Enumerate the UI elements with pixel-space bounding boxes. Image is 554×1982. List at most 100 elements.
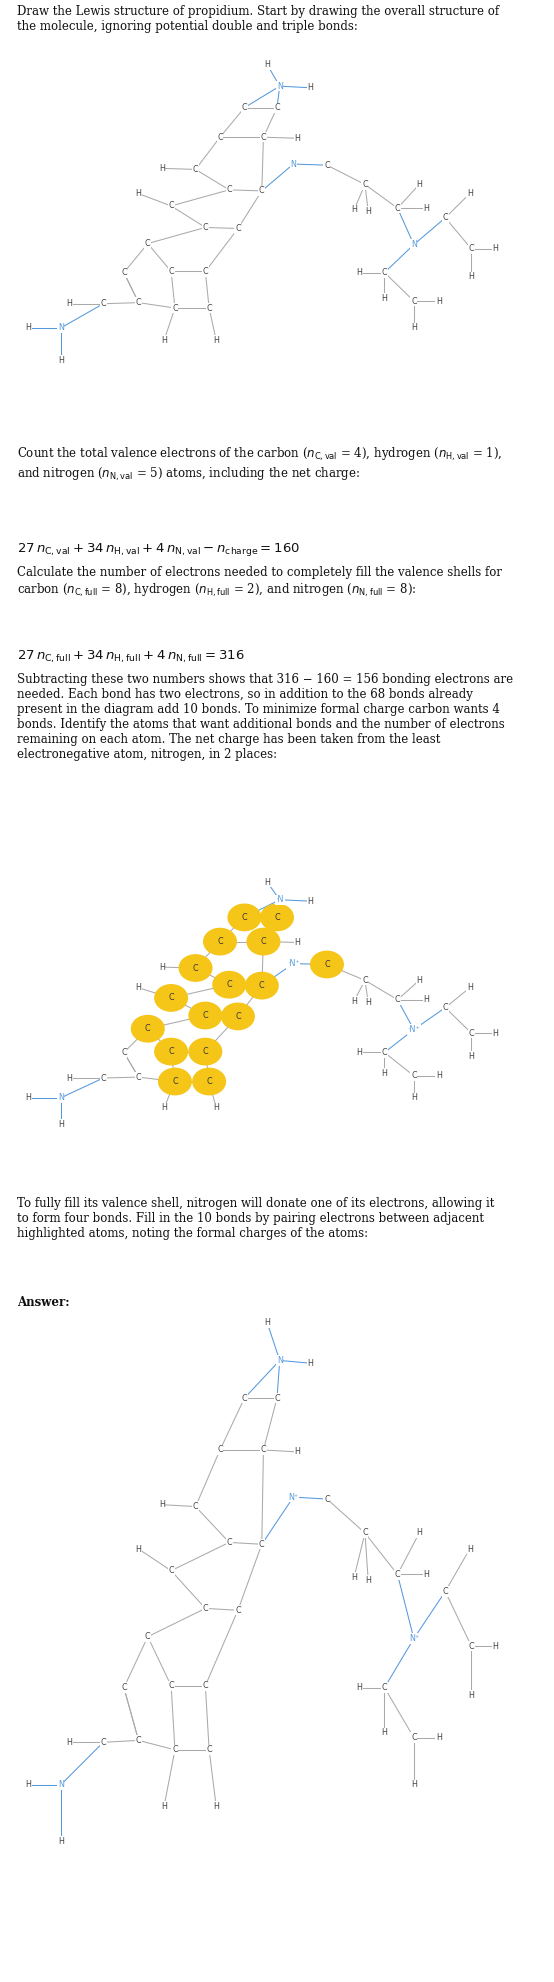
- Text: C: C: [100, 1074, 106, 1082]
- Text: H: H: [411, 1094, 417, 1102]
- Text: H: H: [213, 1104, 219, 1112]
- Text: N: N: [290, 161, 296, 168]
- Text: C: C: [145, 1025, 151, 1033]
- Text: N: N: [58, 1094, 64, 1102]
- Text: C: C: [274, 103, 280, 113]
- Text: N: N: [58, 323, 64, 333]
- Text: C: C: [217, 937, 223, 945]
- Text: C: C: [145, 1633, 151, 1641]
- Text: C: C: [100, 299, 106, 309]
- Circle shape: [311, 951, 343, 977]
- Text: C: C: [193, 963, 198, 973]
- Text: N⁺: N⁺: [409, 1633, 419, 1643]
- Text: N: N: [58, 1780, 64, 1790]
- Text: $27\,n_{\mathrm{C,full}} + 34\,n_{\mathrm{H,full}} + 4\,n_{\mathrm{N,full}} = 31: $27\,n_{\mathrm{C,full}} + 34\,n_{\mathr…: [17, 648, 244, 666]
- Text: H: H: [159, 1500, 165, 1508]
- Text: H: H: [351, 997, 357, 1005]
- Text: H: H: [295, 937, 301, 947]
- Text: H: H: [25, 1094, 31, 1102]
- Text: C: C: [121, 268, 127, 277]
- Text: H: H: [467, 1544, 473, 1554]
- Text: H: H: [295, 1447, 301, 1457]
- Text: H: H: [161, 1802, 167, 1812]
- Text: C: C: [411, 1072, 417, 1080]
- Text: H: H: [411, 1780, 417, 1790]
- Circle shape: [222, 1003, 254, 1029]
- Text: H: H: [264, 59, 270, 69]
- Text: C: C: [203, 268, 208, 275]
- Text: H: H: [416, 180, 422, 188]
- Text: C: C: [469, 244, 474, 254]
- Text: H: H: [411, 323, 417, 333]
- Text: C: C: [259, 981, 265, 991]
- Text: H: H: [416, 1528, 422, 1538]
- Text: H: H: [382, 1728, 387, 1738]
- Text: C: C: [394, 1570, 401, 1580]
- Text: C: C: [382, 1048, 387, 1056]
- Text: C: C: [411, 1732, 417, 1742]
- Text: H: H: [469, 1691, 474, 1701]
- Text: C: C: [168, 1681, 174, 1691]
- Text: C: C: [260, 133, 266, 141]
- Text: C: C: [235, 224, 241, 234]
- Text: C: C: [443, 214, 448, 222]
- Text: H: H: [161, 335, 167, 345]
- Text: Draw the Lewis structure of propidium. Start by drawing the overall structure of: Draw the Lewis structure of propidium. S…: [17, 6, 499, 34]
- Text: C: C: [168, 202, 174, 210]
- Text: Answer:: Answer:: [17, 1296, 69, 1310]
- Text: H: H: [493, 244, 498, 254]
- Text: H: H: [357, 268, 362, 277]
- Text: C: C: [242, 1393, 247, 1403]
- Text: C: C: [168, 1566, 174, 1576]
- Text: H: H: [58, 1120, 64, 1128]
- Text: C: C: [362, 975, 368, 985]
- Text: H: H: [66, 299, 73, 309]
- Text: H: H: [469, 272, 474, 281]
- Text: N: N: [277, 81, 283, 91]
- Text: $27\,n_{\mathrm{C,val}} + 34\,n_{\mathrm{H,val}} + 4\,n_{\mathrm{N,val}} - n_{\m: $27\,n_{\mathrm{C,val}} + 34\,n_{\mathrm…: [17, 541, 300, 559]
- Text: H: H: [58, 355, 64, 365]
- Text: C: C: [227, 186, 232, 194]
- Text: C: C: [203, 1681, 208, 1691]
- Text: C: C: [172, 1076, 178, 1086]
- Text: H: H: [307, 1360, 314, 1368]
- Circle shape: [155, 1039, 187, 1064]
- Text: C: C: [121, 1683, 127, 1693]
- Text: C: C: [203, 222, 208, 232]
- Text: C: C: [260, 1445, 266, 1455]
- Text: C: C: [324, 1494, 330, 1504]
- Text: C: C: [145, 240, 151, 248]
- Text: C: C: [193, 1502, 198, 1510]
- Text: C: C: [136, 1072, 141, 1082]
- Text: C: C: [227, 981, 232, 989]
- Text: H: H: [423, 1570, 429, 1580]
- Circle shape: [155, 985, 187, 1011]
- Text: H: H: [307, 83, 314, 93]
- Text: C: C: [203, 1046, 208, 1056]
- Text: C: C: [260, 937, 266, 945]
- Circle shape: [189, 1039, 222, 1064]
- Text: H: H: [436, 297, 442, 305]
- Text: H: H: [365, 997, 371, 1007]
- Text: C: C: [206, 303, 212, 313]
- Text: C: C: [469, 1641, 474, 1651]
- Text: C: C: [242, 103, 247, 113]
- Text: To fully fill its valence shell, nitrogen will donate one of its electrons, allo: To fully fill its valence shell, nitroge…: [17, 1197, 494, 1241]
- Text: C: C: [242, 914, 247, 922]
- Text: C: C: [274, 1393, 280, 1403]
- Text: C: C: [469, 1029, 474, 1039]
- Text: N⁺: N⁺: [288, 1492, 299, 1502]
- Circle shape: [131, 1015, 164, 1043]
- Text: H: H: [436, 1732, 442, 1742]
- Text: C: C: [206, 1746, 212, 1754]
- Text: C: C: [382, 1683, 387, 1693]
- Text: ·N⁺: ·N⁺: [408, 1025, 420, 1035]
- Text: H: H: [295, 133, 301, 143]
- Text: C: C: [100, 1738, 106, 1746]
- Text: C: C: [172, 1746, 178, 1754]
- Text: H: H: [436, 1072, 442, 1080]
- Text: C: C: [227, 1538, 232, 1546]
- Text: C: C: [394, 995, 401, 1005]
- Text: C: C: [206, 1076, 212, 1086]
- Text: H: H: [357, 1048, 362, 1056]
